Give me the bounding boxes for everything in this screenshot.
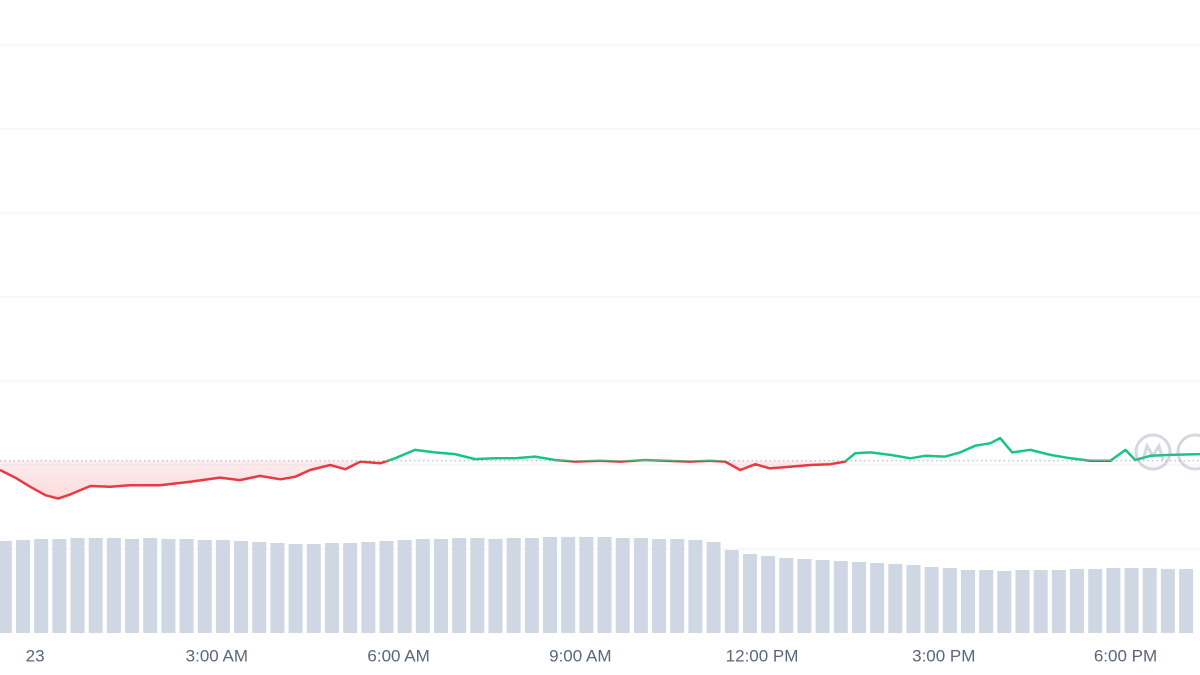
x-tick-label: 6:00 PM [1094,646,1157,665]
volume-bar [415,539,430,633]
watermark [1134,433,1200,471]
volume-bar [70,538,85,633]
volume-bar [652,539,667,633]
volume-bar [452,538,467,633]
volume-bar [924,567,939,633]
x-tick-label: 12:00 PM [726,646,799,665]
price-line-up [359,436,1200,461]
volume-bar [343,543,358,633]
x-tick-label: 23 [26,646,45,665]
loss-area [0,460,1200,499]
volume-bar [161,539,176,633]
volume-bar [106,538,121,633]
volume-bar [234,541,249,633]
volume-bar [960,570,975,633]
volume-bar [761,556,776,633]
volume-bar [815,560,830,633]
volume-bar [488,539,503,633]
volume-bar [270,543,285,633]
volume-bar [52,539,67,633]
volume-bar [670,539,685,633]
volume-bar [197,540,212,633]
volume-bar [1088,569,1103,633]
volume-bar [125,539,140,633]
volume-bar [1160,569,1175,633]
volume-bar [1124,568,1139,633]
volume-bar [706,542,721,633]
volume-bar [288,544,303,633]
volume-bar [252,542,267,633]
volume-bar [688,540,703,633]
volume-bar [979,570,994,633]
volume-bar [633,538,648,633]
volume-bar [470,538,485,633]
volume-bar [742,554,757,633]
volume-bar [306,544,321,633]
volume-bar [724,550,739,633]
volume-bar [543,537,558,633]
volume-bar [1179,569,1194,633]
volume-bar [870,563,885,633]
volume-bar [997,571,1012,633]
volume-bar [906,565,921,633]
volume-bar [179,539,194,633]
volume-bar [143,538,158,633]
volume-bar [1015,570,1030,633]
volume-bar [1106,568,1121,633]
volume-bar [524,538,539,633]
volume-bar [851,562,866,633]
price-line-down [0,460,1137,500]
volume-bar [1142,568,1157,633]
volume-bar [1051,570,1066,633]
volume-bar [34,539,49,633]
volume-bar [215,540,230,633]
x-tick-label: 6:00 AM [367,646,429,665]
x-tick-label: 9:00 AM [549,646,611,665]
volume-bar [797,559,812,633]
volume-bar [615,538,630,633]
x-tick-label: 3:00 AM [186,646,248,665]
volume-bar [597,537,612,633]
volume-bar [888,564,903,633]
volume-bar [379,541,394,633]
volume-bar [779,558,794,633]
volume-bar [324,543,339,633]
volume-bar [942,568,957,633]
volume-bar [88,538,103,633]
volume-bar [433,539,448,633]
volume-bar [0,541,12,633]
volume-bar [16,540,31,633]
volume-bar [397,540,412,633]
x-tick-label: 3:00 PM [912,646,975,665]
volume-bar [561,537,576,633]
volume-bar [506,538,521,633]
volume-bar [1070,569,1085,633]
volume-bar [579,537,594,633]
volume-bar [1033,570,1048,633]
volume-bar [361,542,376,633]
volume-bar [833,561,848,633]
